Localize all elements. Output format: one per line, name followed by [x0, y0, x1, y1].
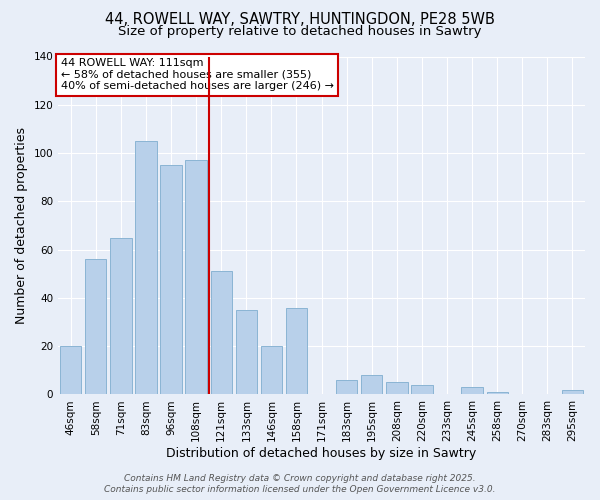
- Bar: [60, 346, 82, 395]
- Bar: [386, 382, 407, 394]
- Y-axis label: Number of detached properties: Number of detached properties: [15, 127, 28, 324]
- Bar: [361, 375, 382, 394]
- Text: Contains HM Land Registry data © Crown copyright and database right 2025.
Contai: Contains HM Land Registry data © Crown c…: [104, 474, 496, 494]
- Bar: [110, 238, 131, 394]
- Bar: [487, 392, 508, 394]
- Bar: [411, 385, 433, 394]
- Bar: [261, 346, 282, 395]
- Bar: [136, 141, 157, 395]
- Bar: [562, 390, 583, 394]
- Bar: [236, 310, 257, 394]
- Bar: [211, 272, 232, 394]
- Bar: [286, 308, 307, 394]
- Bar: [160, 165, 182, 394]
- Text: 44, ROWELL WAY, SAWTRY, HUNTINGDON, PE28 5WB: 44, ROWELL WAY, SAWTRY, HUNTINGDON, PE28…: [105, 12, 495, 28]
- Bar: [85, 260, 106, 394]
- Bar: [336, 380, 358, 394]
- Text: 44 ROWELL WAY: 111sqm
← 58% of detached houses are smaller (355)
40% of semi-det: 44 ROWELL WAY: 111sqm ← 58% of detached …: [61, 58, 334, 92]
- Bar: [461, 387, 483, 394]
- Text: Size of property relative to detached houses in Sawtry: Size of property relative to detached ho…: [118, 25, 482, 38]
- Bar: [185, 160, 207, 394]
- X-axis label: Distribution of detached houses by size in Sawtry: Distribution of detached houses by size …: [166, 447, 477, 460]
